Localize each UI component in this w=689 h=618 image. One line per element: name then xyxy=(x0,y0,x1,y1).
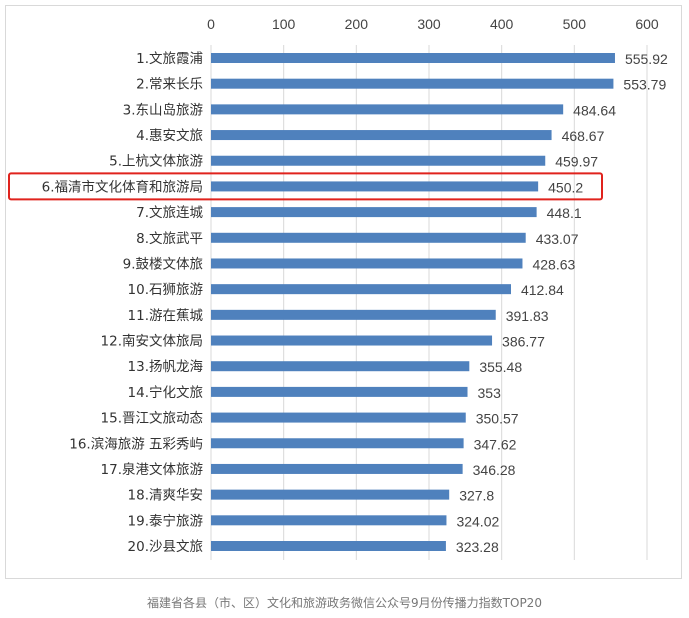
data-label: 468.67 xyxy=(562,128,605,144)
data-label: 553.79 xyxy=(623,77,666,93)
category-label: 19.泰宁旅游 xyxy=(128,512,203,529)
data-label: 459.97 xyxy=(555,154,598,170)
category-label: 8.文旅武平 xyxy=(136,231,203,247)
bar xyxy=(211,78,614,89)
data-label: 346.28 xyxy=(473,462,516,478)
category-label: 10.石狮旅游 xyxy=(128,282,203,298)
bar xyxy=(211,438,464,449)
category-label: 16.滨海旅游 五彩秀屿 xyxy=(69,436,203,452)
category-label: 20.沙县文旅 xyxy=(128,539,203,555)
bar xyxy=(211,258,523,269)
bar xyxy=(211,515,447,526)
bar xyxy=(211,361,470,372)
x-tick-label: 600 xyxy=(635,16,659,32)
category-label: 15.晋江文旅动态 xyxy=(101,411,203,427)
category-label: 6.福清市文化体育和旅游局 xyxy=(42,178,203,195)
data-label: 327.8 xyxy=(459,488,494,504)
category-label: 11.游在蕉城 xyxy=(128,308,204,324)
x-tick-label: 0 xyxy=(207,16,215,32)
bar xyxy=(211,309,496,320)
data-label: 323.28 xyxy=(456,539,499,555)
category-label: 17.泉港文体旅游 xyxy=(101,461,203,478)
bar xyxy=(211,412,466,423)
data-label: 350.57 xyxy=(476,411,519,427)
data-label: 324.02 xyxy=(456,513,499,529)
x-tick-label: 500 xyxy=(563,16,587,32)
bar xyxy=(211,155,546,166)
category-label: 12.南安文体旅局 xyxy=(101,334,203,350)
data-label: 353 xyxy=(478,385,502,401)
x-tick-label: 300 xyxy=(417,16,441,32)
bar xyxy=(211,386,468,397)
chart-caption: 福建省各县（市、区）文化和旅游政务微信公众号9月份传播力指数TOP20 xyxy=(147,596,542,610)
data-label: 355.48 xyxy=(479,359,522,375)
bar xyxy=(211,207,537,218)
bar xyxy=(211,181,539,192)
bar xyxy=(211,104,564,115)
category-label: 2.常来长乐 xyxy=(136,77,203,93)
bar xyxy=(211,232,526,243)
bar xyxy=(211,463,463,474)
data-label: 391.83 xyxy=(506,308,549,324)
x-tick-label: 100 xyxy=(272,16,296,32)
data-label: 484.64 xyxy=(573,102,616,118)
data-label: 448.1 xyxy=(547,205,582,221)
bar xyxy=(211,130,552,141)
data-label: 347.62 xyxy=(474,436,517,452)
bar xyxy=(211,489,450,500)
chart-frame xyxy=(5,5,682,579)
category-label: 9.鼓楼文体旅 xyxy=(123,256,203,272)
data-label: 386.77 xyxy=(502,334,545,350)
data-label: 412.84 xyxy=(521,282,564,298)
data-label: 555.92 xyxy=(625,51,668,67)
data-label: 433.07 xyxy=(536,231,579,247)
category-label: 5.上杭文体旅游 xyxy=(109,154,203,170)
bar xyxy=(211,541,446,551)
bar xyxy=(211,284,511,295)
x-tick-label: 200 xyxy=(345,16,369,32)
data-label: 450.2 xyxy=(548,179,583,195)
category-label: 13.扬帆龙海 xyxy=(128,359,203,375)
category-label: 14.宁化文旅 xyxy=(128,384,203,401)
category-label: 7.文旅连城 xyxy=(136,205,203,221)
highlight-box xyxy=(8,172,603,201)
bar-chart: 0 100 200 300 400 500 600 1.文旅霞浦 555.92 2.常来长乐 553… xyxy=(8,16,668,560)
category-label: 1.文旅霞浦 xyxy=(136,51,203,67)
data-label: 428.63 xyxy=(532,256,575,272)
bar xyxy=(211,335,493,346)
category-label: 18.清爽华安 xyxy=(128,488,203,504)
category-label: 4.惠安文旅 xyxy=(136,128,203,144)
x-tick-label: 400 xyxy=(490,16,514,32)
bar xyxy=(211,53,615,63)
category-label: 3.东山岛旅游 xyxy=(123,102,203,118)
